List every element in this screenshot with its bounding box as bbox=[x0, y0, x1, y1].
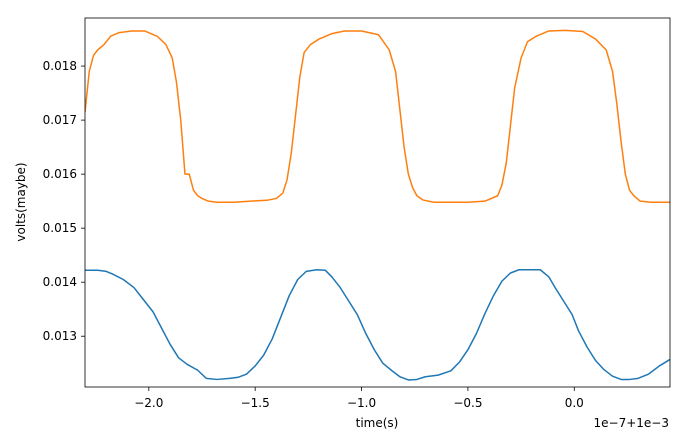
y-tick-label-4: 0.016 bbox=[43, 167, 77, 181]
x-axis-label: time(s) bbox=[356, 416, 399, 430]
series-line-2 bbox=[85, 29, 670, 203]
x-tick-label-1: −2.0 bbox=[134, 396, 163, 410]
y-axis-label: volts(maybe) bbox=[14, 162, 28, 241]
y-tick-label-3: 0.015 bbox=[43, 221, 77, 235]
x-tick-label-3: −1.0 bbox=[347, 396, 376, 410]
x-tick-label-5: 0.0 bbox=[565, 396, 584, 410]
series-layer bbox=[85, 29, 670, 381]
plot-background bbox=[85, 18, 670, 387]
x-tick-label-4: −0.5 bbox=[453, 396, 482, 410]
plot-area bbox=[85, 18, 670, 387]
y-tick-label-5: 0.017 bbox=[43, 113, 77, 127]
axes-layer: −2.0 −1.5 −1.0 −0.5 0.0 0.013 0.014 0.015 0.016 0… bbox=[43, 17, 671, 410]
y-tick-label-1: 0.013 bbox=[43, 329, 77, 343]
x-tick-label-2: −1.5 bbox=[241, 396, 270, 410]
axes-frame bbox=[84, 17, 671, 388]
series-line-1 bbox=[85, 269, 670, 381]
y-tick-label-2: 0.014 bbox=[43, 275, 77, 289]
x-axis-offset-text: 1e−7+1e−3 bbox=[594, 416, 669, 430]
y-tick-label-6: 0.018 bbox=[43, 59, 77, 73]
